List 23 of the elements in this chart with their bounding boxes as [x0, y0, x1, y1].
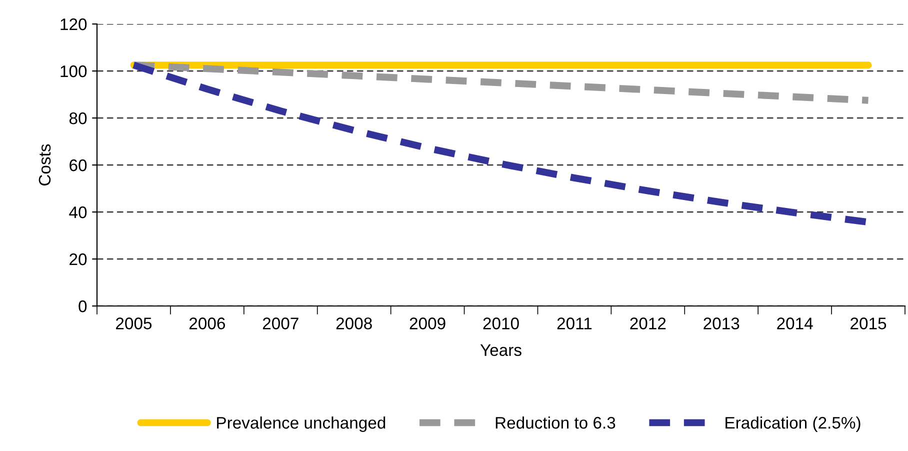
y-tick-label: 40 — [69, 206, 87, 218]
x-tick-label: 2007 — [262, 318, 298, 330]
x-tick-label: 2015 — [850, 318, 886, 330]
y-tick-label: 20 — [70, 253, 87, 266]
y-tick-label: 120 — [60, 18, 87, 30]
y-tick-label: 80 — [69, 112, 87, 124]
x-tick-label: 2014 — [777, 318, 813, 330]
y-axis-title: Costs — [38, 144, 51, 186]
x-tick-label: 2011 — [557, 318, 592, 330]
legend-label: Prevalence unchanged — [217, 416, 386, 432]
x-tick-label: 2010 — [483, 318, 519, 330]
x-tick-label: 2005 — [116, 318, 152, 330]
y-tick-label: 60 — [70, 159, 87, 172]
x-tick-label: 2009 — [410, 318, 446, 330]
y-tick-label: 100 — [60, 65, 87, 78]
legend-label: Eradication (2.5%) — [726, 416, 860, 432]
y-tick-label: 0 — [78, 300, 87, 312]
x-axis-title: Years — [480, 344, 522, 356]
legend-label: Reduction to 6.3 — [496, 416, 616, 429]
x-tick-label: 2012 — [630, 318, 666, 330]
x-tick-label: 2008 — [336, 318, 372, 330]
x-tick-label: 2013 — [704, 318, 740, 330]
x-tick-label: 2006 — [189, 318, 225, 330]
